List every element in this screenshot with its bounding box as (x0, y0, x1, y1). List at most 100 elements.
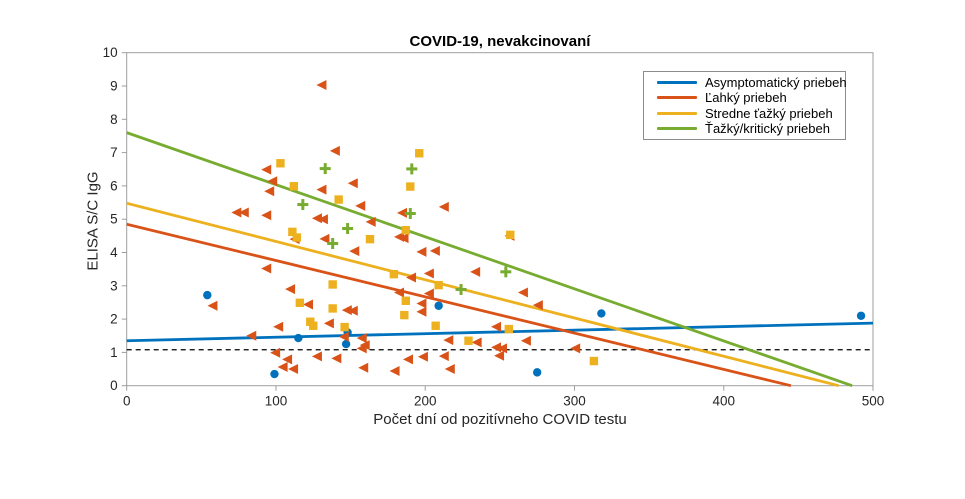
series-plus (297, 163, 512, 295)
y-tick-label: 2 (110, 312, 118, 327)
square-marker (504, 324, 514, 334)
series-square (276, 149, 599, 366)
legend-entry: Asymptomatický priebeh (644, 75, 847, 91)
triangle-left-marker (358, 362, 369, 373)
triangle-left-marker (443, 335, 454, 346)
triangle-left-marker (261, 164, 272, 175)
circle-marker (270, 369, 279, 379)
y-tick-label: 6 (110, 178, 118, 193)
square-marker (309, 321, 318, 330)
triangle-left-marker (238, 207, 249, 218)
triangle-left-marker (423, 268, 434, 279)
triangle-left-marker (261, 263, 272, 274)
square-marker (434, 280, 443, 290)
triangle-left-marker (444, 364, 455, 375)
circle-marker (597, 309, 606, 318)
axes-box (121, 52, 874, 391)
triangle-left-marker (356, 333, 367, 344)
triangle-left-marker (331, 353, 342, 364)
x-tick-label: 100 (265, 394, 288, 409)
legend-entry: Ľahký priebeh (644, 90, 845, 105)
tick-labels: 0 100 200 300 400 500 0 1 2 3 4 5 6 7 8 9 10 (103, 45, 885, 409)
triangle-left-marker (316, 80, 327, 91)
legend-line-sample (657, 96, 697, 100)
x-tick-label: 500 (862, 394, 885, 409)
x-tick-label: 300 (563, 394, 586, 409)
x-tick-label: 200 (414, 394, 437, 409)
square-marker (328, 280, 337, 289)
square-marker (400, 310, 409, 320)
chart-title: COVID-19, nevakcinovaní (409, 33, 591, 50)
legend-label: Ľahký priebeh (705, 90, 787, 106)
triangle-left-marker (311, 213, 322, 224)
triangle-left-marker (405, 272, 416, 283)
triangle-left-marker (497, 343, 508, 354)
triangle-left-marker (347, 305, 358, 316)
legend-label: Ťažký/kritický priebeh (705, 120, 830, 136)
triangle-left-marker (285, 284, 296, 295)
triangle-left-marker (267, 176, 278, 187)
triangle-left-marker (494, 350, 505, 361)
triangle-left-marker (273, 321, 284, 332)
x-tick-label: 0 (123, 394, 131, 409)
triangle-left-marker (417, 351, 428, 362)
y-tick-label: 1 (110, 345, 118, 360)
y-tick-label: 4 (110, 245, 118, 260)
triangle-left-marker (347, 178, 358, 189)
legend-label: Asymptomatický priebeh (705, 75, 847, 91)
triangle-left-marker (317, 214, 328, 225)
square-marker (288, 227, 297, 237)
legend-entry: Ťažký/kritický priebeh (644, 121, 845, 136)
triangle-left-marker (394, 287, 405, 298)
triangle-left-marker (491, 342, 502, 353)
triangle-left-marker (517, 287, 528, 298)
triangle-left-marker (471, 337, 482, 348)
circle-marker (856, 311, 866, 320)
series-triangle-left (207, 80, 581, 377)
triangle-left-marker (319, 233, 330, 244)
legend-entry: Stredne ťažký priebeh (644, 106, 845, 121)
square-marker (406, 182, 415, 191)
triangle-left-marker (356, 343, 367, 354)
triangle-left-marker (398, 233, 409, 244)
legend-line-sample (657, 81, 697, 85)
square-marker (365, 234, 375, 244)
legend-label: Stredne ťažký priebeh (705, 105, 833, 121)
triangle-left-marker (316, 184, 327, 195)
triangle-left-marker (416, 298, 427, 309)
y-tick-label: 0 (110, 378, 118, 393)
triangle-left-marker (355, 200, 366, 211)
triangle-left-marker (416, 246, 427, 257)
square-marker (401, 296, 411, 305)
y-tick-label: 5 (110, 212, 118, 227)
y-tick-label: 3 (110, 278, 118, 293)
legend: Asymptomatický priebeh Ľahký priebeh Str… (643, 71, 847, 140)
triangle-left-marker (423, 288, 434, 299)
circle-marker (434, 301, 443, 310)
triangle-left-marker (438, 201, 449, 212)
y-tick-label: 8 (110, 112, 118, 127)
triangle-left-marker (207, 300, 218, 311)
triangle-left-marker (365, 216, 376, 227)
triangle-left-marker (264, 186, 275, 197)
square-marker (340, 322, 349, 332)
square-marker (289, 182, 299, 191)
square-marker (389, 269, 399, 279)
triangle-left-marker (397, 207, 408, 218)
x-axis-label: Počet dní od pozitívneho COVID testu (373, 411, 627, 428)
square-marker (276, 159, 285, 168)
triangle-left-marker (429, 245, 440, 256)
triangle-left-marker (246, 330, 257, 341)
triangle-left-marker (341, 305, 352, 316)
square-marker (292, 233, 302, 242)
triangle-left-marker (302, 299, 313, 310)
circle-marker (341, 339, 351, 349)
triangle-left-marker (416, 306, 427, 317)
triangle-left-marker (389, 366, 400, 377)
circle-marker (203, 290, 212, 300)
triangle-left-marker (323, 318, 334, 329)
legend-line-sample (657, 126, 697, 130)
y-tick-label: 9 (110, 79, 118, 94)
